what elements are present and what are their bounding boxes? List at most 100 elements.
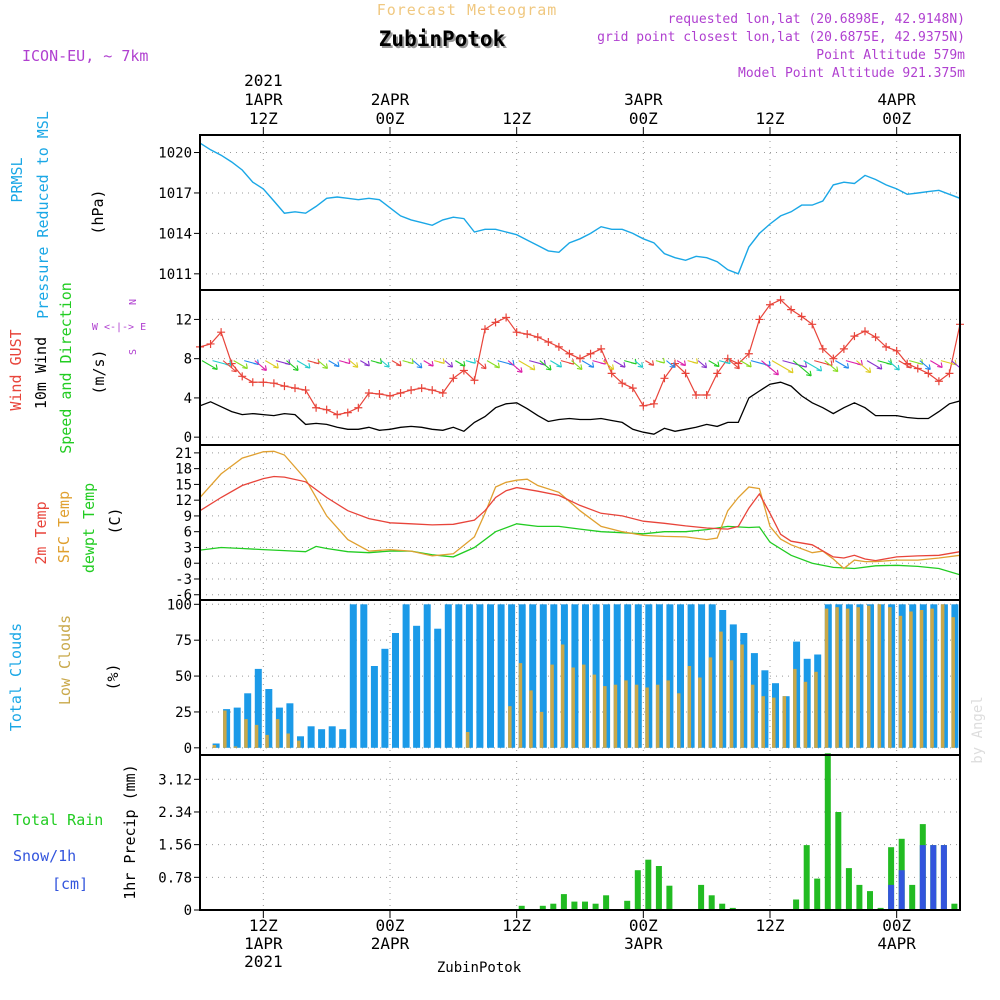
label-low-clouds: Low Clouds	[56, 615, 74, 705]
gust-marker	[491, 318, 500, 327]
wind-arrow	[391, 360, 402, 367]
gust-marker	[502, 313, 511, 322]
wind-arrow	[866, 360, 882, 370]
wind-arrow	[412, 360, 423, 369]
rain-bar	[624, 900, 631, 910]
wind-arrow	[317, 360, 328, 369]
y-tick-label-2: 15	[175, 477, 192, 493]
bottom-time-label: 00Z	[376, 916, 405, 935]
label-total-rain: Total Rain	[13, 811, 103, 829]
gust-marker	[681, 369, 690, 378]
wind-arrow	[792, 360, 812, 377]
wind-arrow	[771, 360, 794, 374]
label-total-clouds: Total Clouds	[7, 623, 25, 731]
wind-arrow-head	[470, 358, 476, 364]
y-tick-label-2: 3	[184, 540, 192, 556]
wind-arrow-head	[876, 364, 883, 370]
y-tick-label-0: 1014	[158, 226, 192, 242]
label-gust: Wind GUST	[7, 329, 25, 410]
gust-marker	[597, 344, 606, 353]
y-tick-label-2: 6	[184, 525, 192, 541]
total-cloud-bar	[508, 604, 516, 748]
wind-arrow-head	[529, 364, 536, 371]
gust-marker	[924, 369, 933, 378]
low-cloud-bar	[624, 680, 628, 748]
wind-arrow	[919, 360, 931, 370]
low-cloud-bar	[835, 607, 839, 748]
gust-marker	[206, 339, 215, 348]
wind-arrow	[381, 360, 390, 368]
wind-arrow	[708, 360, 720, 368]
rain-bar	[708, 895, 715, 910]
gust-marker	[333, 410, 342, 419]
rain-bar	[951, 903, 958, 910]
wind-arrow	[222, 360, 237, 373]
label-2m-temp: 2m Temp	[32, 501, 50, 564]
footer-location: ZubinPotok	[437, 960, 522, 976]
rain-bar	[824, 753, 831, 910]
wind-arrow	[233, 360, 248, 370]
total-cloud-bar	[444, 604, 452, 748]
gust-marker	[343, 408, 352, 417]
gust-marker	[312, 403, 321, 412]
wind-arrow-head	[993, 368, 998, 373]
wind-arrow-head	[906, 362, 912, 369]
wind-arrow-head	[576, 364, 583, 370]
wind-arrow-head	[787, 367, 794, 374]
low-cloud-bar	[877, 604, 882, 748]
rain-bar	[856, 884, 863, 910]
rain-bar	[603, 895, 610, 910]
total-cloud-bar	[434, 628, 442, 748]
total-cloud-bar	[265, 689, 273, 748]
wind-arrow-head	[322, 363, 328, 370]
wind-arrow-head	[843, 363, 850, 369]
label-prmsl: PRMSL	[8, 157, 26, 202]
gust-marker	[808, 320, 817, 329]
wind-arrow	[634, 360, 644, 368]
wind-labels: Wind GUST 10m Wind Speed and Direction (…	[7, 282, 146, 454]
gust-marker	[523, 330, 532, 339]
y-tick-label-1: 12	[175, 312, 192, 328]
snow-bar	[898, 870, 905, 910]
top-time-label: 4APR	[877, 90, 916, 109]
wind-arrow	[571, 360, 583, 370]
total-cloud-bar	[233, 707, 241, 748]
gust-marker	[554, 342, 563, 351]
total-cloud-bar	[318, 729, 326, 748]
low-cloud-bar	[814, 671, 818, 748]
gust-marker	[892, 346, 901, 355]
rain-bar	[867, 891, 873, 910]
total-cloud-bar	[476, 604, 484, 748]
total-cloud-bar	[339, 729, 347, 748]
model-label: ICON-EU, ~ 7km	[22, 47, 148, 65]
gust-marker	[269, 379, 278, 388]
low-cloud-bar	[740, 644, 744, 748]
wind-arrow-head	[304, 362, 311, 369]
wind-arrow-head	[701, 362, 708, 369]
wind-arrow-head	[773, 369, 779, 376]
wind-arrow	[254, 360, 267, 371]
total-cloud-bar	[413, 625, 421, 748]
rain-bar	[539, 905, 546, 910]
wind-arrow-head	[960, 367, 965, 372]
total-cloud-bar	[392, 633, 399, 748]
gust-marker	[766, 300, 774, 309]
low-cloud-bar	[793, 668, 797, 748]
location-title: ZubinPotok	[379, 27, 506, 51]
wind-arrow	[201, 360, 218, 370]
wind-arrow	[856, 360, 871, 373]
wind-arrow-head	[416, 362, 423, 369]
y-tick-label-0: 1011	[158, 267, 192, 283]
plot-area: 101110141017102004812-6-3036912151821025…	[158, 71, 998, 971]
gust-marker	[723, 354, 732, 363]
gust-marker	[576, 354, 584, 363]
top-time-label: 12Z	[249, 109, 278, 128]
wind-arrow-head	[292, 365, 299, 371]
wind-arrow-head	[659, 357, 666, 364]
label-snow-unit: [cm]	[52, 875, 88, 893]
gust-marker	[386, 391, 394, 400]
low-cloud-bar	[919, 610, 924, 748]
wind-arrow-head	[692, 358, 699, 364]
low-cloud-bar	[508, 706, 512, 748]
